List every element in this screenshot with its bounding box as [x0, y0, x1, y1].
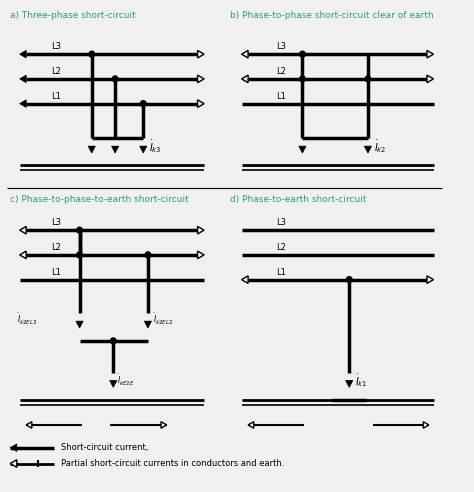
Circle shape — [77, 227, 82, 233]
Polygon shape — [161, 422, 167, 428]
Polygon shape — [427, 50, 434, 58]
Text: L3: L3 — [276, 42, 286, 51]
Text: Partial short-circuit currents in conductors and earth.: Partial short-circuit currents in conduc… — [61, 459, 284, 468]
Circle shape — [110, 338, 116, 344]
Polygon shape — [198, 226, 204, 234]
Text: L2: L2 — [52, 67, 61, 76]
Polygon shape — [19, 50, 26, 58]
Polygon shape — [427, 276, 434, 283]
Text: L3: L3 — [276, 218, 286, 227]
Circle shape — [89, 51, 94, 57]
Polygon shape — [19, 75, 26, 83]
Text: d) Phase-to-earth short-circuit: d) Phase-to-earth short-circuit — [230, 195, 367, 204]
Polygon shape — [144, 321, 152, 328]
Text: $\dot{I}_{k2}$: $\dot{I}_{k2}$ — [374, 138, 386, 154]
Text: $\dot{I}_{k2EL3}$: $\dot{I}_{k2EL3}$ — [17, 311, 37, 327]
Polygon shape — [111, 146, 119, 153]
Text: c) Phase-to-phase-to-earth short-circuit: c) Phase-to-phase-to-earth short-circuit — [10, 195, 189, 204]
Polygon shape — [88, 146, 95, 153]
Text: L1: L1 — [52, 268, 61, 277]
Polygon shape — [346, 380, 353, 387]
Polygon shape — [10, 444, 17, 452]
Circle shape — [300, 76, 305, 82]
Circle shape — [145, 252, 151, 258]
Polygon shape — [242, 75, 248, 83]
Polygon shape — [248, 422, 254, 428]
Text: b) Phase-to-phase short-circuit clear of earth: b) Phase-to-phase short-circuit clear of… — [230, 11, 434, 20]
Circle shape — [346, 277, 352, 282]
Text: $\dot{I}_{kE2E}$: $\dot{I}_{kE2E}$ — [117, 373, 135, 388]
Text: L1: L1 — [276, 92, 286, 101]
Text: $\dot{I}_{k2EL2}$: $\dot{I}_{k2EL2}$ — [153, 311, 173, 327]
Text: L2: L2 — [52, 243, 61, 252]
Circle shape — [112, 76, 118, 82]
Polygon shape — [242, 50, 248, 58]
Polygon shape — [76, 321, 83, 328]
Polygon shape — [26, 422, 32, 428]
Polygon shape — [423, 422, 429, 428]
Text: L3: L3 — [52, 42, 62, 51]
Circle shape — [365, 76, 371, 82]
Polygon shape — [19, 226, 26, 234]
Polygon shape — [198, 50, 204, 58]
Text: $\dot{I}_{k1}$: $\dot{I}_{k1}$ — [355, 372, 367, 389]
Polygon shape — [242, 276, 248, 283]
Polygon shape — [198, 100, 204, 107]
Polygon shape — [10, 460, 17, 467]
Text: L1: L1 — [52, 92, 61, 101]
Circle shape — [77, 252, 82, 258]
Text: $\dot{I}_{k3}$: $\dot{I}_{k3}$ — [149, 138, 162, 154]
Polygon shape — [140, 146, 147, 153]
Text: L2: L2 — [276, 67, 286, 76]
Polygon shape — [19, 100, 26, 107]
Circle shape — [300, 51, 305, 57]
Text: L1: L1 — [276, 268, 286, 277]
Polygon shape — [427, 75, 434, 83]
Text: Short-circuit current,: Short-circuit current, — [61, 443, 148, 452]
Polygon shape — [109, 380, 117, 387]
Text: a) Three-phase short-circuit: a) Three-phase short-circuit — [10, 11, 136, 20]
Polygon shape — [299, 146, 306, 153]
Polygon shape — [198, 251, 204, 259]
Text: L3: L3 — [52, 218, 62, 227]
Polygon shape — [365, 146, 372, 153]
Polygon shape — [19, 251, 26, 259]
Polygon shape — [198, 75, 204, 83]
Text: L2: L2 — [276, 243, 286, 252]
Circle shape — [140, 101, 146, 107]
